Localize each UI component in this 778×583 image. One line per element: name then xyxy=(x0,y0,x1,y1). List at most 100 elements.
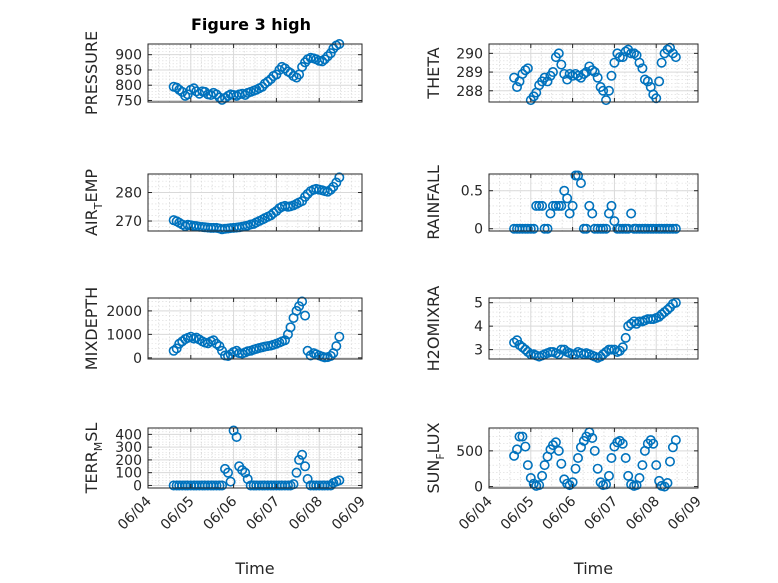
data-point xyxy=(325,184,336,195)
data-point xyxy=(620,452,631,463)
y-tick-label: 200 xyxy=(115,453,142,469)
data-point xyxy=(592,463,603,474)
axes-box xyxy=(488,297,699,360)
data-point xyxy=(589,67,600,78)
data-point xyxy=(334,475,345,486)
data-point xyxy=(606,452,617,463)
data-point xyxy=(601,223,612,234)
data-point xyxy=(595,477,606,488)
data-point xyxy=(556,59,567,70)
data-point xyxy=(553,445,564,456)
data-point xyxy=(331,341,342,352)
data-point xyxy=(670,52,681,63)
data-point xyxy=(520,65,531,76)
axes-box xyxy=(147,427,363,489)
data-point xyxy=(570,463,581,474)
data-point xyxy=(617,52,628,63)
data-point xyxy=(211,89,222,100)
data-point xyxy=(240,467,251,478)
data-point xyxy=(322,480,333,491)
data-point xyxy=(528,223,539,234)
data-point xyxy=(601,95,612,106)
x-tick-label: 06/05 xyxy=(498,494,538,534)
data-point xyxy=(240,89,251,100)
data-point xyxy=(637,63,648,74)
data-point xyxy=(606,70,617,81)
y-tick-label: 280 xyxy=(115,186,142,202)
data-point xyxy=(662,304,673,315)
y-tick-label: 900 xyxy=(115,48,142,64)
data-point xyxy=(556,344,567,355)
data-point xyxy=(587,208,598,219)
y-axis-label: SUNFLUX xyxy=(424,422,447,493)
data-point xyxy=(300,310,311,321)
y-tick-label: 1000 xyxy=(106,327,142,343)
data-point xyxy=(614,52,625,63)
data-point xyxy=(223,467,234,478)
x-tick-label: 06/08 xyxy=(286,494,326,534)
axes-box xyxy=(488,43,699,103)
x-tick-label: 06/07 xyxy=(243,494,283,534)
data-point xyxy=(598,85,609,96)
x-tick-label: 06/08 xyxy=(623,494,663,534)
y-tick-label: 290 xyxy=(456,46,483,62)
data-point xyxy=(626,208,637,219)
axes-box xyxy=(488,173,699,232)
data-point xyxy=(592,72,603,83)
y-tick-label: 4 xyxy=(474,319,483,335)
data-point xyxy=(578,68,589,79)
x-tick-label: 06/07 xyxy=(581,494,621,534)
y-tick-label: 400 xyxy=(115,427,142,443)
data-point xyxy=(542,76,553,87)
data-point xyxy=(617,223,628,234)
subplot-sun-flux: 0 500 SUNFLUX 06/04 06/05 06/06 06/07 06/08 06/0… xyxy=(424,422,705,578)
data-point xyxy=(626,48,637,59)
data-point xyxy=(589,445,600,456)
figure-title: Figure 3 high xyxy=(191,15,311,34)
data-point xyxy=(553,48,564,59)
subplot-h2omixra: 3 4 5 H2OMIXRA xyxy=(424,286,699,372)
data-point xyxy=(231,431,242,442)
y-axis-label: AIRTEMP xyxy=(82,169,105,236)
y-axis-label: MIXDEPTH xyxy=(82,287,101,370)
data-point xyxy=(664,223,675,234)
data-point xyxy=(670,223,681,234)
data-point xyxy=(603,470,614,481)
y-tick-label: 270 xyxy=(115,214,142,230)
axes-box xyxy=(147,43,363,103)
data-point xyxy=(217,480,228,491)
data-point xyxy=(617,438,628,449)
y-tick-label: 0 xyxy=(474,480,483,496)
data-point xyxy=(598,223,609,234)
data-point xyxy=(325,350,336,361)
y-tick-label: 0 xyxy=(474,222,483,238)
y-axis-label: H2OMIXRA xyxy=(424,286,443,372)
x-tick-label: 06/06 xyxy=(540,493,580,533)
data-point xyxy=(564,480,575,491)
subplot-theta: 288 289 290 THETA xyxy=(424,42,699,106)
data-point xyxy=(534,480,545,491)
subplot-mixdepth: 0 1000 2000 MIXDEPTH xyxy=(82,287,363,370)
data-point xyxy=(211,480,222,491)
data-point xyxy=(642,76,653,87)
data-point xyxy=(629,48,640,59)
data-point xyxy=(174,338,185,349)
data-point xyxy=(542,223,553,234)
data-point xyxy=(654,76,665,87)
y-axis-label: TERRMSL xyxy=(82,423,105,495)
subplot-air-temp: 270 280 AIRTEMP xyxy=(82,169,363,236)
data-point xyxy=(285,322,296,333)
data-point xyxy=(670,435,681,446)
data-point xyxy=(279,335,290,346)
data-point xyxy=(547,440,558,451)
data-point xyxy=(334,172,345,183)
y-tick-label: 300 xyxy=(115,440,142,456)
data-point xyxy=(664,456,675,467)
data-point xyxy=(631,318,642,329)
data-point xyxy=(509,337,520,348)
data-point xyxy=(634,472,645,483)
